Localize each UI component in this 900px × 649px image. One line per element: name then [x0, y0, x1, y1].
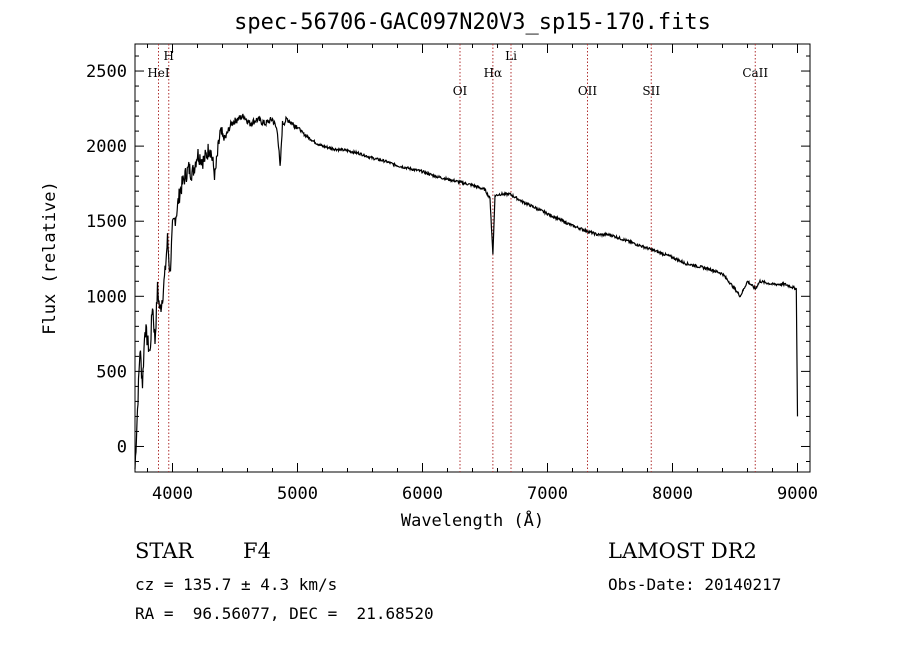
subclass: F4: [243, 539, 271, 563]
redshift-value: cz = 135.7 ± 4.3 km/s: [135, 575, 338, 594]
x-tick-label: 6000: [402, 484, 443, 504]
spectral-line-label: OI: [453, 84, 468, 98]
spectrum-line: [134, 113, 799, 470]
y-tick-label: 500: [96, 362, 127, 382]
y-axis-label: Flux (relative): [40, 181, 60, 335]
spectral-line-label: HeI: [147, 66, 170, 80]
chart-title: spec-56706-GAC097N20V3_sp15-170.fits: [234, 10, 711, 35]
y-tick-label: 2000: [86, 137, 127, 157]
obs-date: Obs-Date: 20140217: [608, 575, 782, 594]
spectral-line-label: Hα: [484, 66, 503, 80]
x-tick-label: 9000: [777, 484, 818, 504]
x-tick-label: 7000: [527, 484, 568, 504]
y-tick-label: 0: [117, 437, 127, 457]
y-tick-label: 1000: [86, 287, 127, 307]
coordinates: RA = 96.56077, DEC = 21.68520: [135, 604, 434, 623]
spectral-line-label: CaII: [742, 66, 768, 80]
spectral-line-label: SII: [642, 84, 660, 98]
x-tick-label: 8000: [652, 484, 693, 504]
x-tick-label: 5000: [277, 484, 318, 504]
object-type: STAR: [135, 539, 194, 563]
plot-frame: [134, 43, 811, 473]
spectral-line-label: OII: [578, 84, 598, 98]
y-tick-label: 1500: [86, 212, 127, 232]
survey-name: LAMOST DR2: [608, 539, 757, 563]
spectral-line-label: H: [164, 49, 174, 63]
spectral-line-label: Li: [505, 49, 517, 63]
x-tick-label: 4000: [152, 484, 193, 504]
x-axis-label: Wavelength (Å): [400, 511, 545, 531]
y-tick-label: 2500: [86, 62, 127, 82]
